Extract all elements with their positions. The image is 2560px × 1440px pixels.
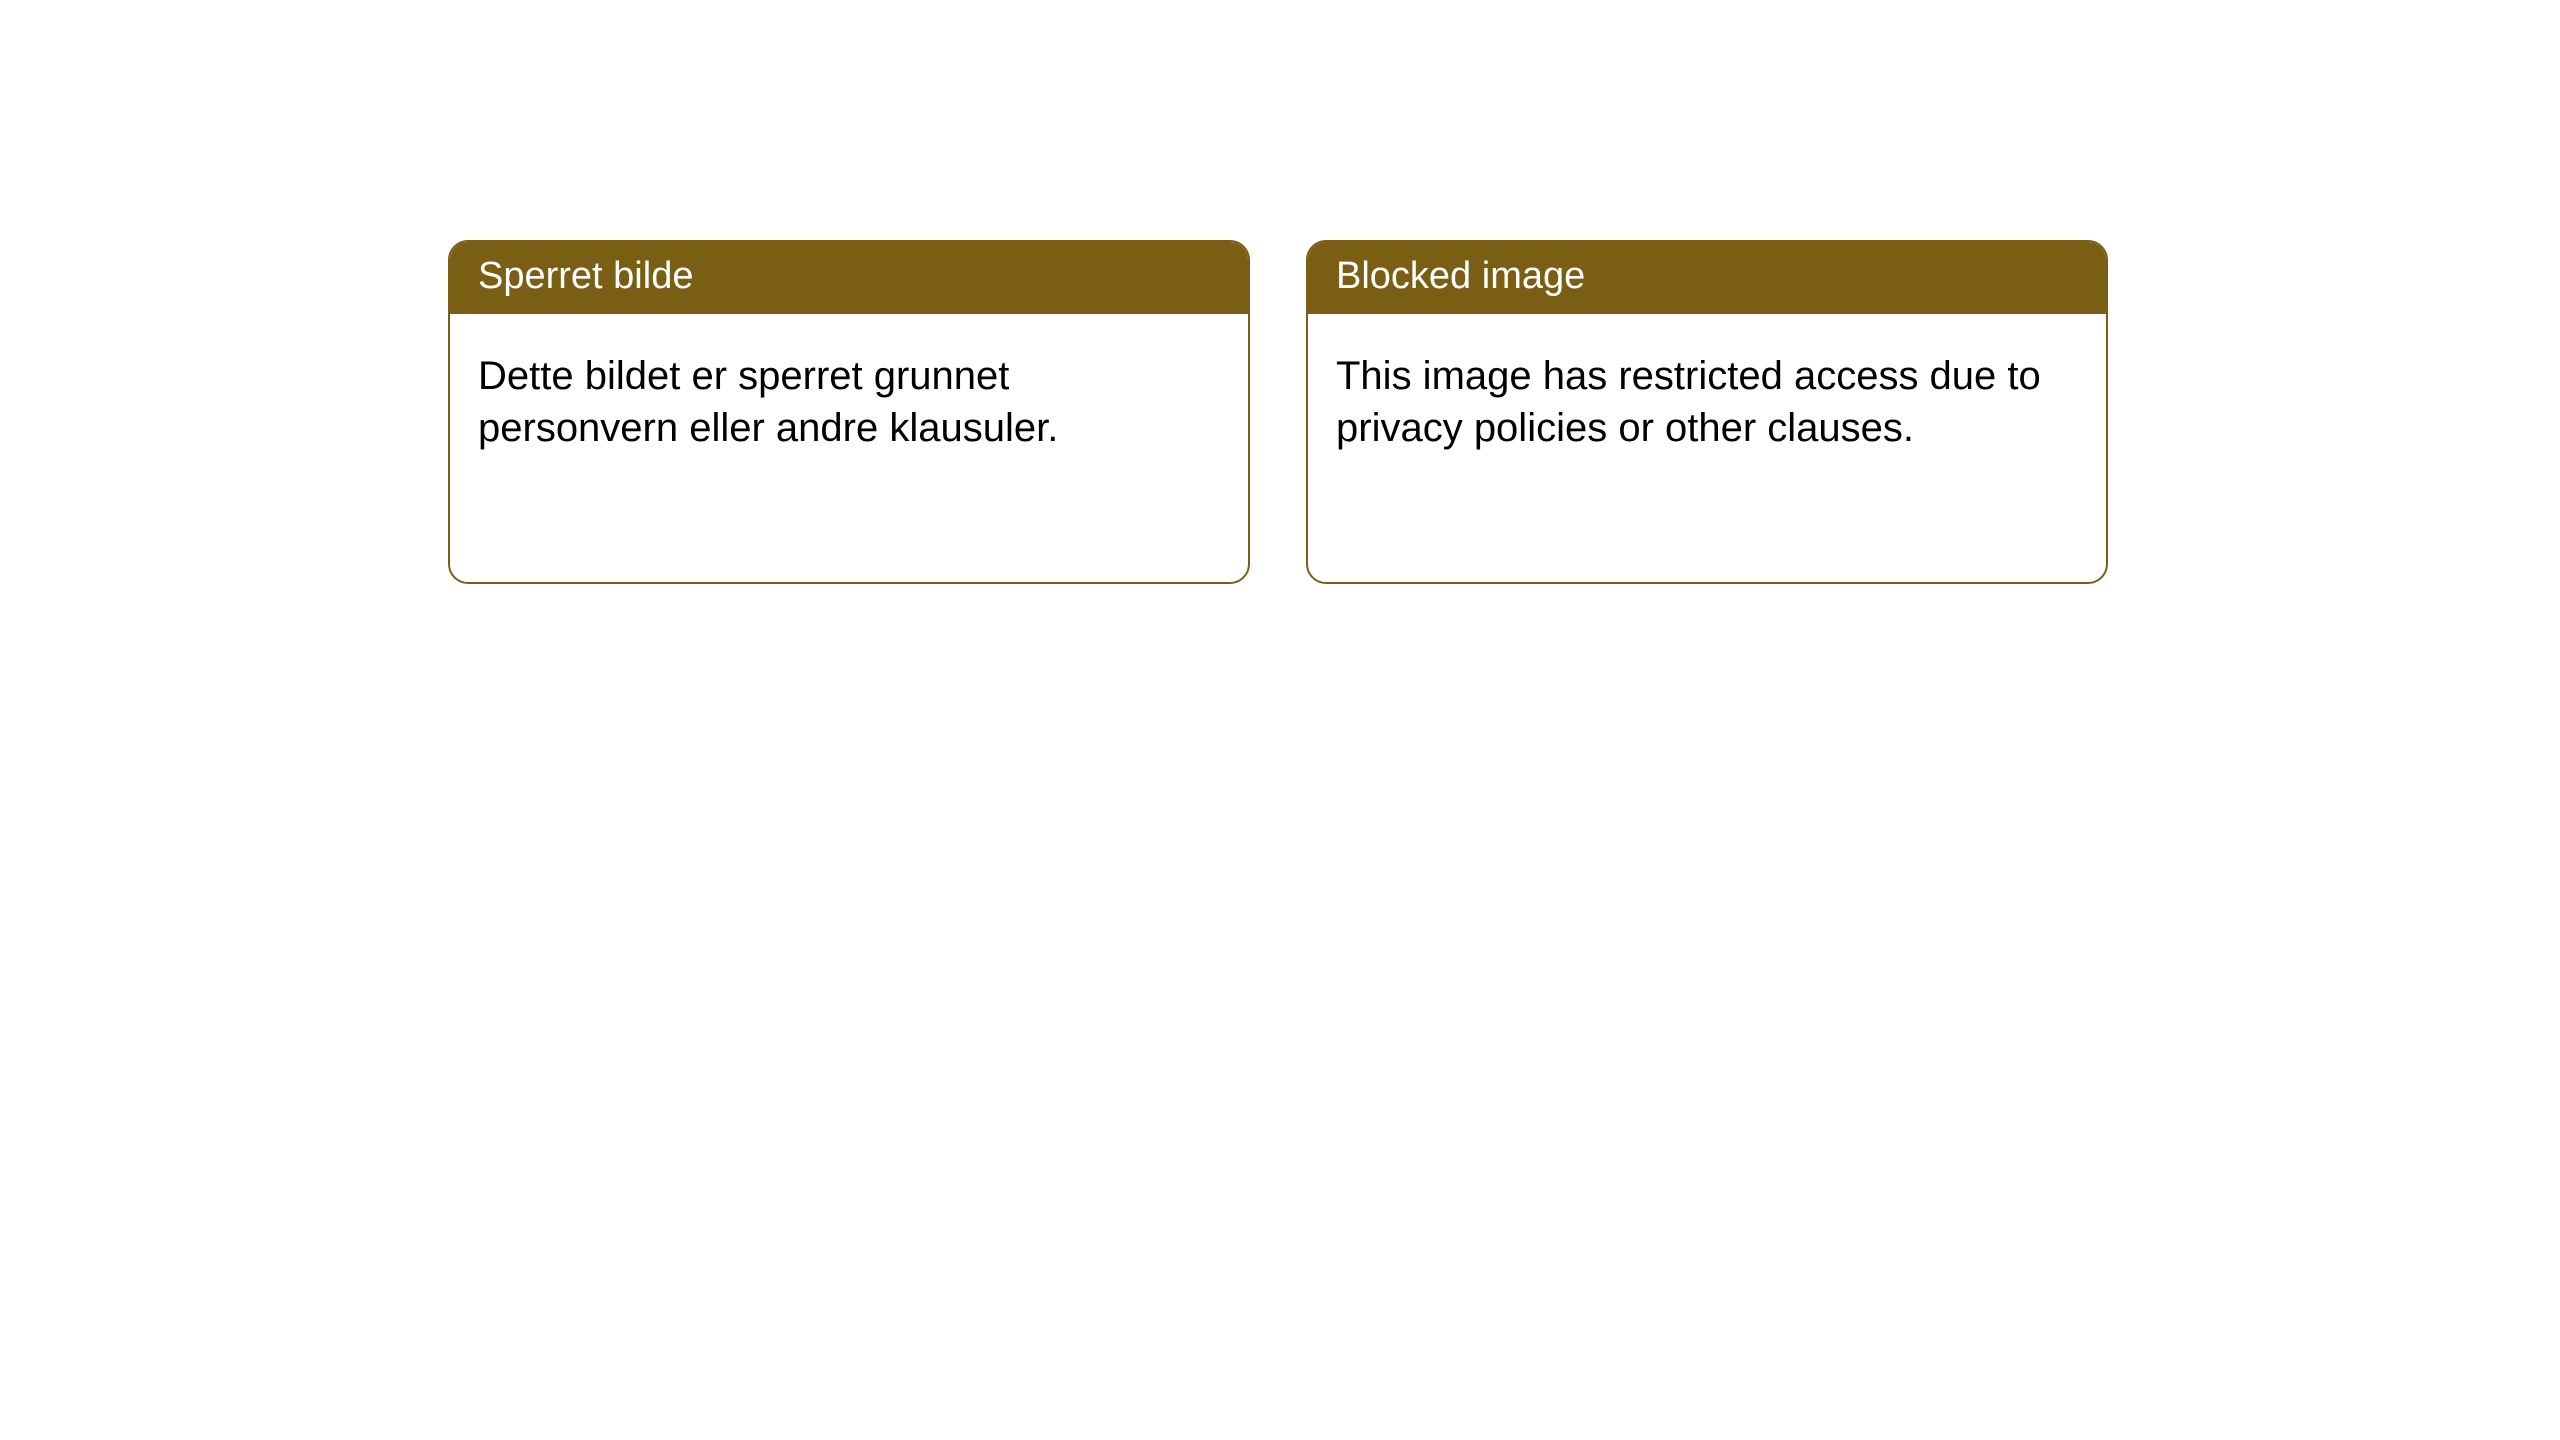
notice-card-english: Blocked image This image has restricted … [1306, 240, 2108, 584]
notice-title-english: Blocked image [1308, 242, 2106, 314]
notice-container: Sperret bilde Dette bildet er sperret gr… [0, 0, 2560, 584]
notice-card-norwegian: Sperret bilde Dette bildet er sperret gr… [448, 240, 1250, 584]
notice-title-norwegian: Sperret bilde [450, 242, 1248, 314]
notice-body-norwegian: Dette bildet er sperret grunnet personve… [450, 314, 1248, 582]
notice-body-english: This image has restricted access due to … [1308, 314, 2106, 582]
